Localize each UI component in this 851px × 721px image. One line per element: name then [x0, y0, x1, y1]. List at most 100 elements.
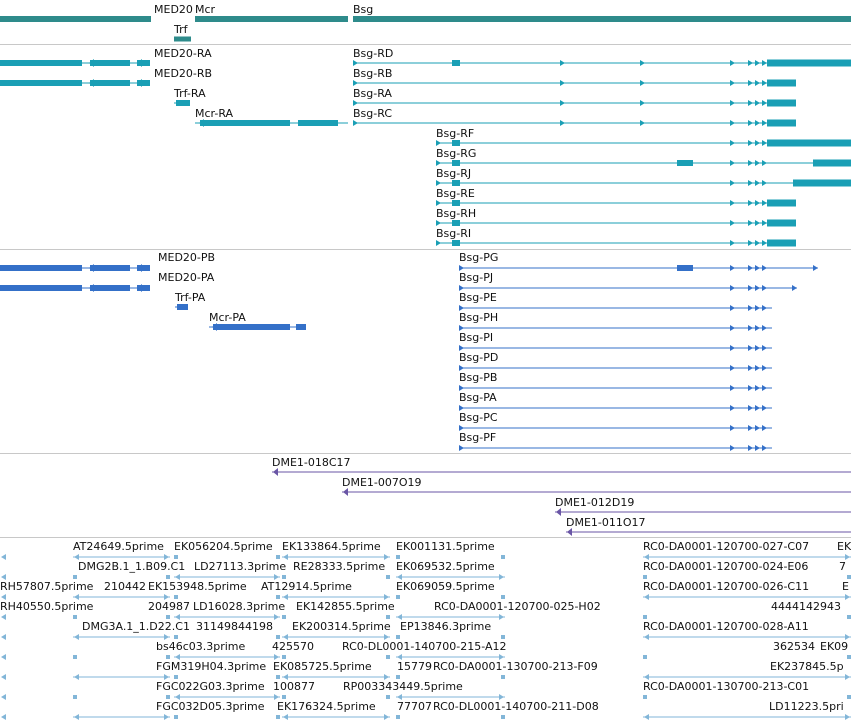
est-label[interactable]: 425570 [272, 640, 314, 653]
est-label[interactable]: EK069532.5prime [396, 560, 495, 573]
transcript-label[interactable]: Bsg-RH [436, 207, 477, 220]
est-block [396, 595, 400, 599]
est-label[interactable]: 204987 [148, 600, 190, 613]
strand-arrow [748, 240, 753, 246]
est-label[interactable]: DMG3A.1_1.D22.C1 [82, 620, 190, 633]
clone-label[interactable]: DME1-007O19 [342, 476, 422, 489]
gene-label[interactable]: Bsg [353, 3, 374, 16]
protein-label[interactable]: Bsg-PB [459, 371, 498, 384]
transcript-label[interactable]: Bsg-RE [436, 187, 475, 200]
strand-arrow [730, 405, 735, 411]
protein-label[interactable]: Bsg-PD [459, 351, 499, 364]
clone-label[interactable]: DME1-012D19 [555, 496, 635, 509]
protein-label[interactable]: MED20-PB [158, 251, 216, 264]
est-label[interactable]: LD27113.3prime [194, 560, 287, 573]
est-label[interactable]: EK [837, 540, 851, 553]
strand-arrow [755, 365, 760, 371]
est-label[interactable]: 100877 [273, 680, 315, 693]
est-block [386, 615, 390, 619]
est-label[interactable]: 15779 [397, 660, 432, 673]
gene-label[interactable]: MED20 [154, 3, 193, 16]
est-label[interactable]: 210442 [104, 580, 146, 593]
protein-label[interactable]: Mcr-PA [209, 311, 246, 324]
clone-label[interactable]: DME1-011O17 [566, 516, 646, 529]
strand-arrow [755, 345, 760, 351]
est-label[interactable]: LD16028.3prime [193, 600, 286, 613]
strand-arrow [748, 180, 753, 186]
est-label[interactable]: 31149844198 [196, 620, 273, 633]
est-block [396, 675, 400, 679]
transcript-label[interactable]: Bsg-RJ [436, 167, 472, 180]
transcript-label[interactable]: Bsg-RC [353, 107, 393, 120]
transcript-label[interactable]: Bsg-RD [353, 47, 394, 60]
transcript-label[interactable]: Bsg-RF [436, 127, 475, 140]
gene-label[interactable]: Trf [174, 23, 188, 36]
est-label[interactable]: EK153948.5prime [148, 580, 247, 593]
est-label[interactable]: bs46c03.3prime [156, 640, 246, 653]
transcript-label[interactable]: Bsg-RG [436, 147, 477, 160]
protein-label[interactable]: Trf-PA [175, 291, 206, 304]
protein-label[interactable]: Bsg-PI [459, 331, 494, 344]
est-label[interactable]: EK200314.5prime [292, 620, 391, 633]
est-label[interactable]: EK09 [820, 640, 849, 653]
protein-label[interactable]: Bsg-PG [459, 251, 499, 264]
protein-label[interactable]: Bsg-PA [459, 391, 497, 404]
est-label[interactable]: RC0-DA0001-120700-025-H02 [434, 600, 601, 613]
est-label[interactable]: RE28333.5prime [293, 560, 386, 573]
est-label[interactable]: EK142855.5prime [296, 600, 395, 613]
est-label[interactable]: EK001131.5prime [396, 540, 495, 553]
est-label[interactable]: 77707 [397, 700, 432, 713]
est-label[interactable]: EK133864.5prime [282, 540, 381, 553]
est-label[interactable]: RP003343449.5prime [343, 680, 463, 693]
est-label[interactable]: RC0-DL0001-140700-215-A12 [342, 640, 507, 653]
est-label[interactable]: RC0-DL0001-140700-211-D08 [433, 700, 599, 713]
est-label[interactable]: EK085725.5prime [273, 660, 372, 673]
est-label[interactable]: E [842, 580, 849, 593]
est-label[interactable]: RC0-DA0001-120700-027-C07 [643, 540, 810, 553]
est-label[interactable]: RC0-DA0001-120700-024-E06 [643, 560, 809, 573]
exon-block [213, 324, 290, 330]
clone-label[interactable]: DME1-018C17 [272, 456, 351, 469]
est-label[interactable]: FGC022G03.3prime [156, 680, 265, 693]
gene-label[interactable]: Mcr [195, 3, 216, 16]
est-label[interactable]: RC0-DA0001-130700-213-C01 [643, 680, 810, 693]
strand-arrow [137, 264, 142, 272]
est-label[interactable]: LD11223.5pri [769, 700, 844, 713]
strand-arrow [459, 265, 464, 271]
est-label[interactable]: RC0-DA0001-120700-028-A11 [643, 620, 809, 633]
est-block [501, 635, 505, 639]
est-label[interactable]: RH40550.5prime [0, 600, 94, 613]
protein-label[interactable]: Bsg-PE [459, 291, 497, 304]
est-block [166, 575, 170, 579]
est-label[interactable]: 4444142943 [771, 600, 841, 613]
est-block [282, 615, 286, 619]
protein-label[interactable]: Bsg-PJ [459, 271, 494, 284]
est-label[interactable]: RC0-DA0001-120700-026-C11 [643, 580, 810, 593]
protein-label[interactable]: Bsg-PF [459, 431, 497, 444]
est-label[interactable]: RH57807.5prime [0, 580, 94, 593]
est-label[interactable]: RC0-DA0001-130700-213-F09 [433, 660, 598, 673]
est-label[interactable]: FGM319H04.3prime [156, 660, 267, 673]
protein-label[interactable]: MED20-PA [158, 271, 215, 284]
transcript-label[interactable]: MED20-RB [154, 67, 213, 80]
est-label[interactable]: FGC032D05.3prime [156, 700, 265, 713]
est-label[interactable]: AT24649.5prime [73, 540, 164, 553]
est-label[interactable]: EK237845.5p [770, 660, 844, 673]
est-label[interactable]: EK069059.5prime [396, 580, 495, 593]
est-label[interactable]: DMG2B.1_1.B09.C1 [78, 560, 186, 573]
transcript-label[interactable]: MED20-RA [154, 47, 212, 60]
est-label[interactable]: AT12914.5prime [261, 580, 352, 593]
est-label[interactable]: EK056204.5prime [174, 540, 273, 553]
est-label[interactable]: 7 [839, 560, 846, 573]
protein-label[interactable]: Bsg-PC [459, 411, 498, 424]
transcript-label[interactable]: Bsg-RA [353, 87, 392, 100]
transcript-label[interactable]: Mcr-RA [195, 107, 234, 120]
transcript-label[interactable]: Trf-RA [174, 87, 206, 100]
est-label[interactable]: 362534 [773, 640, 815, 653]
transcript-label[interactable]: Bsg-RI [436, 227, 472, 240]
est-label[interactable]: EK176324.5prime [277, 700, 376, 713]
est-label[interactable]: EP13846.3prime [400, 620, 492, 633]
transcript-label[interactable]: Bsg-RB [353, 67, 393, 80]
protein-label[interactable]: Bsg-PH [459, 311, 499, 324]
